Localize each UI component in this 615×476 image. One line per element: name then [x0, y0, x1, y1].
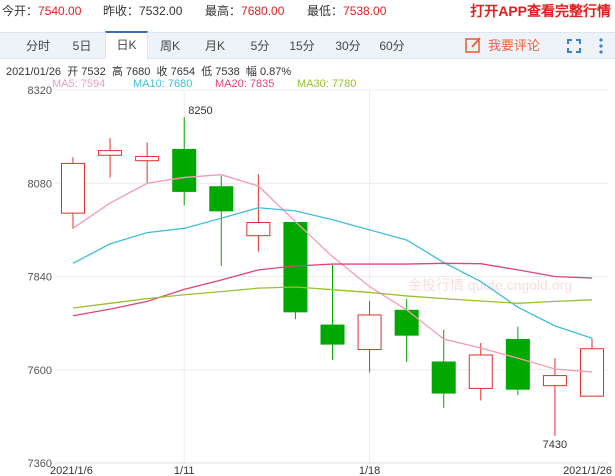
tab-daily-k[interactable]: 日K [105, 31, 148, 59]
ohlc-info: 2021/01/26 开 7532 高 7680 收 7654 低 7538 幅… [6, 66, 292, 78]
fullscreen-icon[interactable] [567, 39, 581, 53]
quote-prev-close: 昨收：7532.00 [103, 4, 183, 18]
candle-body [172, 148, 197, 192]
open-app-link[interactable]: 打开APP查看完整行情 [470, 3, 611, 19]
tab-60min[interactable]: 60分 [379, 39, 405, 53]
ma5-legend: MA5: 7594 [52, 78, 106, 90]
comment-button[interactable]: 我要评论 [465, 35, 540, 54]
tab-monthly-k[interactable]: 月K [204, 39, 225, 53]
candle-body [357, 314, 382, 351]
tab-5min[interactable]: 5分 [250, 39, 270, 53]
y-tick-label: 7360 [28, 458, 52, 470]
y-tick-label: 7840 [28, 272, 52, 284]
x-tick-label: 2021/1/26 [563, 465, 612, 476]
watermark: 金投行情 quote.cngold.org [408, 277, 572, 293]
candle-body [542, 375, 567, 387]
candle-body [209, 186, 234, 212]
y-tick-label: 8080 [28, 178, 52, 190]
ma20-legend: MA20: 7835 [215, 78, 275, 90]
candle-body [431, 361, 456, 394]
comment-label: 我要评论 [488, 38, 541, 53]
x-tick-label: 1/11 [174, 465, 195, 476]
ma-line-ma10 [72, 207, 593, 339]
period-tabbar: 分时 5日 日K 周K 月K 5分 15分 30分 60分 我要评论 [0, 31, 615, 59]
price-annotation: 7430 [543, 439, 567, 451]
candle-body [61, 162, 85, 214]
quote-low: 最低：7538.00 [307, 4, 387, 18]
ma-line-ma30 [72, 286, 593, 309]
edit-icon [465, 37, 481, 53]
price-annotation: 8250 [188, 105, 212, 117]
x-tick-label: 2021/1/6 [50, 465, 93, 476]
x-tick-label: 1/18 [359, 465, 380, 476]
quote-summary: 今开：7540.00 昨收：7532.00 最高：7680.00 最低：7538… [2, 2, 386, 19]
tab-15min[interactable]: 15分 [289, 39, 315, 53]
ma-line-ma5 [72, 174, 593, 373]
candle-body [394, 309, 419, 336]
tab-5day[interactable]: 5日 [72, 39, 92, 53]
candle-body [320, 324, 345, 345]
y-tick-label: 8320 [28, 85, 52, 97]
candle-body [246, 221, 271, 237]
candle-body [135, 155, 160, 162]
ma10-legend: MA10: 7680 [133, 78, 193, 90]
candle-body [468, 354, 493, 389]
tab-30min[interactable]: 30分 [335, 39, 361, 53]
quote-high: 最高：7680.00 [205, 4, 285, 18]
more-options-icon[interactable] [598, 38, 604, 54]
candle-body [580, 348, 604, 397]
candle-body [505, 338, 530, 390]
tab-weekly-k[interactable]: 周K [159, 39, 180, 53]
ma30-legend: MA30: 7780 [297, 78, 357, 90]
candle-body [98, 150, 123, 156]
y-tick-label: 7600 [28, 365, 52, 377]
tab-intraday[interactable]: 分时 [25, 39, 50, 53]
quote-open: 今开：7540.00 [2, 4, 82, 18]
